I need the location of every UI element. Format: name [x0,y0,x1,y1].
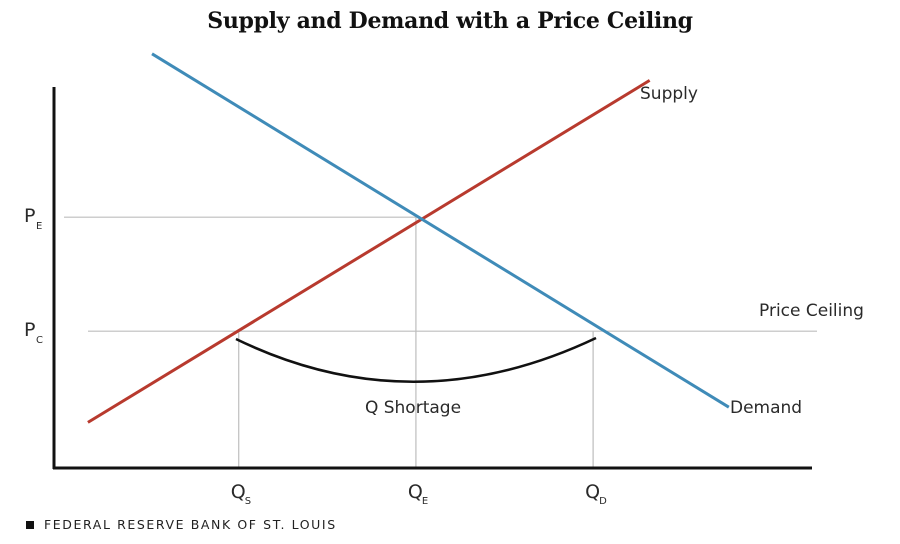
x-tick-label: Q [408,481,423,503]
y-tick-label: P [24,319,35,341]
shortage-brace [235,336,597,384]
y-tick-subscript: C [36,335,43,346]
x-tick-subscript: D [599,496,607,507]
demand-label: Demand [730,398,802,418]
y-tick-subscript: E [36,221,42,232]
x-tick-subscript: S [245,496,251,507]
source-footer: FEDERAL RESERVE BANK OF ST. LOUIS [26,517,337,532]
price-ceiling-label: Price Ceiling [759,301,864,321]
shortage-label: Q Shortage [365,398,461,418]
source-text: FEDERAL RESERVE BANK OF ST. LOUIS [44,517,337,532]
demand-line [151,52,730,409]
x-tick-label: Q [585,481,600,503]
x-tick-subscript: E [422,496,428,507]
chart-title: Supply and Demand with a Price Ceiling [207,8,693,34]
square-bullet-icon [26,520,34,529]
x-tick-label: Q [231,481,246,503]
y-tick-label: P [24,205,35,227]
supply-label: Supply [640,84,698,104]
guide-lines [64,216,817,468]
supply-line [87,79,651,424]
series-lines [87,52,730,424]
y-tick-labels: P EP C [24,205,43,346]
